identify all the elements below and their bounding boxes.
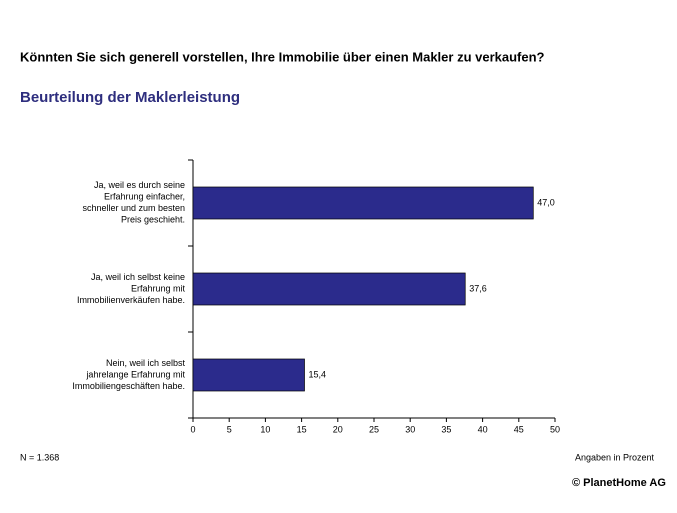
category-label: Nein, weil ich selbst [106,358,186,368]
x-tick-label: 0 [190,424,195,434]
category-label: jahrelange Erfahrung mit [85,369,185,379]
category-label: Immobilienverkäufen habe. [77,295,185,305]
x-tick-label: 20 [333,424,343,434]
x-tick-label: 40 [478,424,488,434]
category-label: Ja, weil ich selbst keine [91,272,185,282]
value-label: 37,6 [469,283,487,293]
category-label: schneller und zum besten [82,203,185,213]
value-label: 47,0 [537,197,555,207]
x-tick-label: 30 [405,424,415,434]
x-tick-label: 45 [514,424,524,434]
category-label: Ja, weil es durch seine [94,180,185,190]
footnote: Angaben in Prozent [575,452,655,462]
category-label: Immobiliengeschäften habe. [72,381,185,391]
bar [192,358,305,392]
bar [192,186,534,220]
x-tick-label: 5 [227,424,232,434]
x-tick-label: 50 [550,424,560,434]
bar [192,272,466,306]
value-label: 15,4 [308,369,326,379]
category-label: Erfahrung mit [131,283,186,293]
x-tick-label: 25 [369,424,379,434]
x-tick-label: 35 [441,424,451,434]
category-label: Erfahrung einfacher, [104,192,185,202]
chart-title: Könnten Sie sich generell vorstellen, Ih… [20,49,545,64]
footnote: N = 1.368 [20,452,59,462]
x-tick-label: 10 [260,424,270,434]
source: © PlanetHome AG [572,477,666,489]
x-tick-label: 15 [297,424,307,434]
category-label: Preis geschieht. [121,215,185,225]
chart-subtitle: Beurteilung der Maklerleistung [20,89,240,106]
